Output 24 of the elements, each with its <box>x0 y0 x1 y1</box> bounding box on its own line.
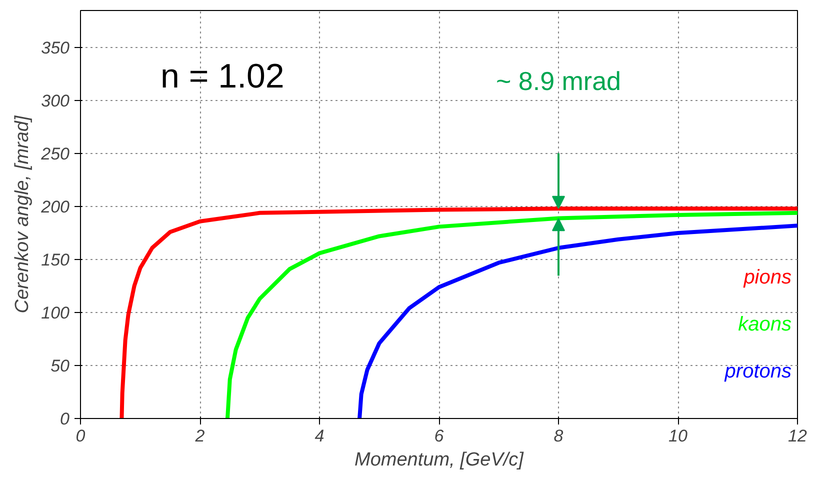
y-tick-label: 200 <box>40 198 70 217</box>
y-tick-label: 250 <box>40 144 70 164</box>
y-tick-label: 300 <box>41 92 70 111</box>
y-tick-label: 0 <box>60 410 70 428</box>
line-series <box>225 210 798 418</box>
x-tick-label: 0 <box>76 426 86 446</box>
y-tick-label: 50 <box>50 356 70 376</box>
x-tick-label: 10 <box>668 426 688 446</box>
x-tick-label: 4 <box>314 426 324 446</box>
annotation: n = 1.02 <box>160 58 284 96</box>
text: kaons <box>738 314 792 336</box>
y-axis-title: Cerenkov angle, [mrad] <box>12 115 34 314</box>
x-tick-label: 6 <box>434 426 444 446</box>
y-tick-label: 150 <box>41 250 70 270</box>
line-series <box>358 224 798 418</box>
x-tick-label: 2 <box>194 426 206 446</box>
annotation: ~ 8.9 mrad <box>496 66 622 96</box>
y-tick-label: 350 <box>41 38 70 58</box>
x-tick-label: 8 <box>554 426 564 446</box>
x-axis-title: Momentum, [GeV/c] <box>354 450 524 470</box>
x-tick-label: 12 <box>788 426 808 446</box>
text: pions <box>742 266 792 288</box>
text: protons <box>724 360 792 382</box>
y-tick-label: 100 <box>41 304 70 323</box>
